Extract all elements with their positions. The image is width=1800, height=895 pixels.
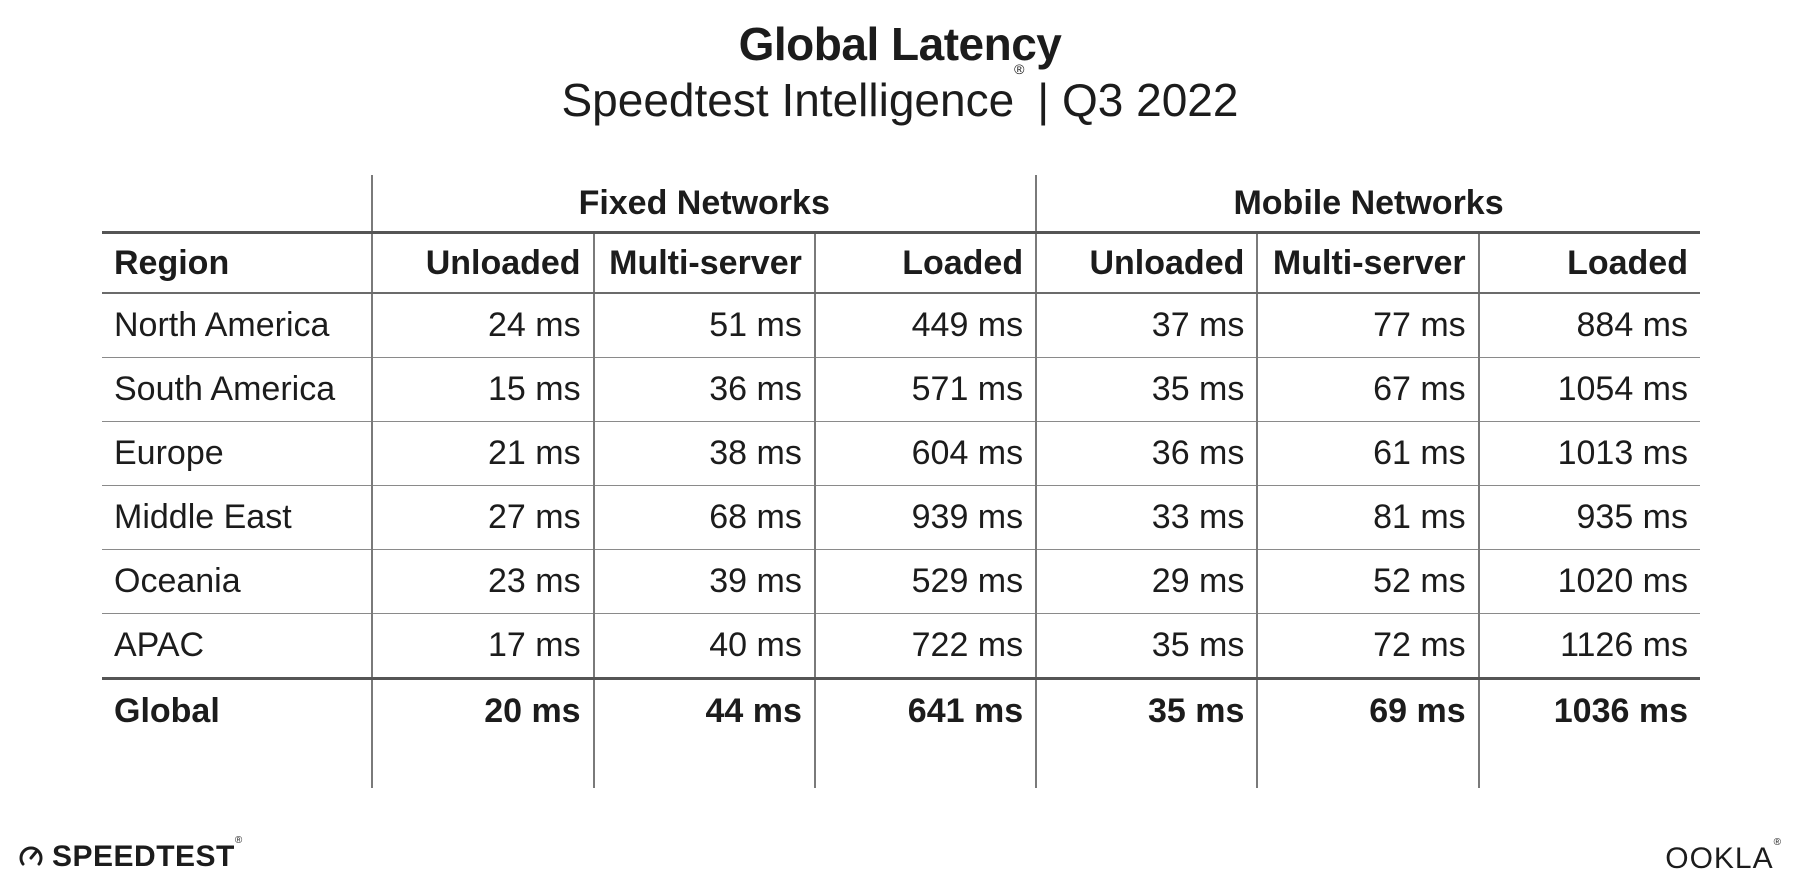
column-header-fixed-loaded: Loaded (813, 231, 1037, 294)
region-cell: South America (102, 357, 373, 422)
column-header-fixed-unloaded: Unloaded (371, 231, 594, 294)
table-row: Middle East 27 ms 68 ms 939 ms 33 ms 81 ms 935… (102, 485, 1700, 550)
column-header-mobile-multiserver: Multi-server (1256, 231, 1479, 294)
group-header-fixed: Fixed Networks (371, 175, 1037, 233)
value-cell-mobile-multiserver: 81 ms (1256, 485, 1479, 550)
spacer-cell (102, 742, 372, 788)
column-header-region: Region (102, 231, 373, 294)
group-header-blank (102, 175, 372, 233)
value-cell-fixed-multiserver: 38 ms (592, 421, 815, 486)
column-header-fixed-multiserver: Multi-server (592, 231, 815, 294)
ookla-wordmark-text: OOKLA (1665, 842, 1774, 875)
spacer-cell (1477, 742, 1700, 788)
value-cell-mobile-loaded: 1054 ms (1477, 357, 1700, 422)
region-cell: Oceania (102, 549, 373, 614)
spacer-cell (813, 742, 1037, 788)
value-cell-mobile-unloaded: 36 ms (1035, 421, 1258, 486)
value-cell-fixed-unloaded: 15 ms (371, 357, 594, 422)
value-cell-mobile-loaded: 1020 ms (1477, 549, 1700, 614)
spacer-cell (1035, 742, 1258, 788)
value-cell-mobile-multiserver: 69 ms (1256, 677, 1479, 742)
value-cell-mobile-multiserver: 52 ms (1256, 549, 1479, 614)
value-cell-fixed-multiserver: 40 ms (592, 613, 815, 679)
spacer-cell (592, 742, 815, 788)
region-cell: APAC (102, 613, 373, 679)
table-row-global: Global 20 ms 44 ms 641 ms 35 ms 69 ms 1036 ms (102, 677, 1700, 742)
speedtest-registered-mark: ® (234, 835, 243, 846)
subtitle-period: | Q3 2022 (1024, 73, 1239, 126)
table-spacer-row (102, 742, 1700, 788)
spacer-cell (371, 742, 594, 788)
value-cell-fixed-unloaded: 20 ms (371, 677, 594, 742)
value-cell-fixed-unloaded: 17 ms (371, 613, 594, 679)
region-cell: Global (102, 677, 373, 742)
value-cell-fixed-unloaded: 21 ms (371, 421, 594, 486)
table-body: North America 24 ms 51 ms 449 ms 37 ms 77 ms 8… (102, 293, 1700, 788)
chart-title: Global Latency (738, 18, 1062, 70)
table-row: Oceania 23 ms 39 ms 529 ms 29 ms 52 ms 1020 ms (102, 549, 1700, 614)
value-cell-fixed-unloaded: 27 ms (371, 485, 594, 550)
column-header-mobile-loaded: Loaded (1477, 231, 1700, 294)
value-cell-mobile-loaded: 1013 ms (1477, 421, 1700, 486)
speedtest-wordmark: SPEEDTEST® (52, 835, 243, 874)
region-cell: Middle East (102, 485, 373, 550)
ookla-logo: OOKLA® (1665, 837, 1782, 876)
speedometer-icon (19, 846, 43, 866)
region-cell: Europe (102, 421, 373, 486)
value-cell-fixed-multiserver: 44 ms (592, 677, 815, 742)
value-cell-mobile-unloaded: 37 ms (1035, 293, 1258, 358)
value-cell-fixed-multiserver: 39 ms (592, 549, 815, 614)
value-cell-mobile-unloaded: 35 ms (1035, 677, 1258, 742)
value-cell-mobile-unloaded: 29 ms (1035, 549, 1258, 614)
registered-mark: ® (1014, 60, 1025, 77)
value-cell-fixed-unloaded: 23 ms (371, 549, 594, 614)
value-cell-fixed-multiserver: 51 ms (592, 293, 815, 358)
value-cell-mobile-multiserver: 67 ms (1256, 357, 1479, 422)
value-cell-fixed-loaded: 722 ms (813, 613, 1037, 679)
title-block: Global Latency Speedtest Intelligence® |… (0, 18, 1800, 128)
group-header-row: Fixed Networks Mobile Networks (102, 175, 1700, 233)
value-cell-mobile-unloaded: 35 ms (1035, 357, 1258, 422)
value-cell-mobile-unloaded: 33 ms (1035, 485, 1258, 550)
value-cell-mobile-multiserver: 61 ms (1256, 421, 1479, 486)
latency-table: Fixed Networks Mobile Networks Region Un… (102, 175, 1700, 788)
value-cell-mobile-loaded: 884 ms (1477, 293, 1700, 358)
table-row: South America 15 ms 36 ms 571 ms 35 ms 67 ms 1… (102, 357, 1700, 422)
subtitle-text: Speedtest Intelligence (561, 73, 1015, 126)
value-cell-mobile-multiserver: 77 ms (1256, 293, 1479, 358)
value-cell-mobile-multiserver: 72 ms (1256, 613, 1479, 679)
value-cell-mobile-unloaded: 35 ms (1035, 613, 1258, 679)
ookla-registered-mark: ® (1773, 837, 1782, 848)
value-cell-fixed-multiserver: 68 ms (592, 485, 815, 550)
column-header-mobile-unloaded: Unloaded (1035, 231, 1258, 294)
value-cell-mobile-loaded: 935 ms (1477, 485, 1700, 550)
value-cell-fixed-loaded: 571 ms (813, 357, 1037, 422)
chart-subtitle: Speedtest Intelligence® | Q3 2022 (0, 61, 1800, 128)
value-cell-fixed-multiserver: 36 ms (592, 357, 815, 422)
table-row: North America 24 ms 51 ms 449 ms 37 ms 77 ms 8… (102, 293, 1700, 358)
region-cell: North America (102, 293, 373, 358)
table-row: Europe 21 ms 38 ms 604 ms 36 ms 61 ms 1013 ms (102, 421, 1700, 486)
group-header-mobile: Mobile Networks (1035, 175, 1700, 233)
table-row: APAC 17 ms 40 ms 722 ms 35 ms 72 ms 1126 ms (102, 613, 1700, 679)
value-cell-fixed-loaded: 529 ms (813, 549, 1037, 614)
speedtest-logo: SPEEDTEST® (18, 835, 243, 874)
value-cell-fixed-loaded: 641 ms (813, 677, 1037, 742)
spacer-cell (1256, 742, 1479, 788)
value-cell-fixed-loaded: 604 ms (813, 421, 1037, 486)
value-cell-fixed-loaded: 449 ms (813, 293, 1037, 358)
value-cell-fixed-unloaded: 24 ms (371, 293, 594, 358)
value-cell-mobile-loaded: 1126 ms (1477, 613, 1700, 679)
value-cell-fixed-loaded: 939 ms (813, 485, 1037, 550)
speedtest-wordmark-text: SPEEDTEST (52, 840, 235, 873)
value-cell-mobile-loaded: 1036 ms (1477, 677, 1700, 742)
column-header-row: Region Unloaded Multi-server Loaded Unlo… (102, 231, 1700, 294)
